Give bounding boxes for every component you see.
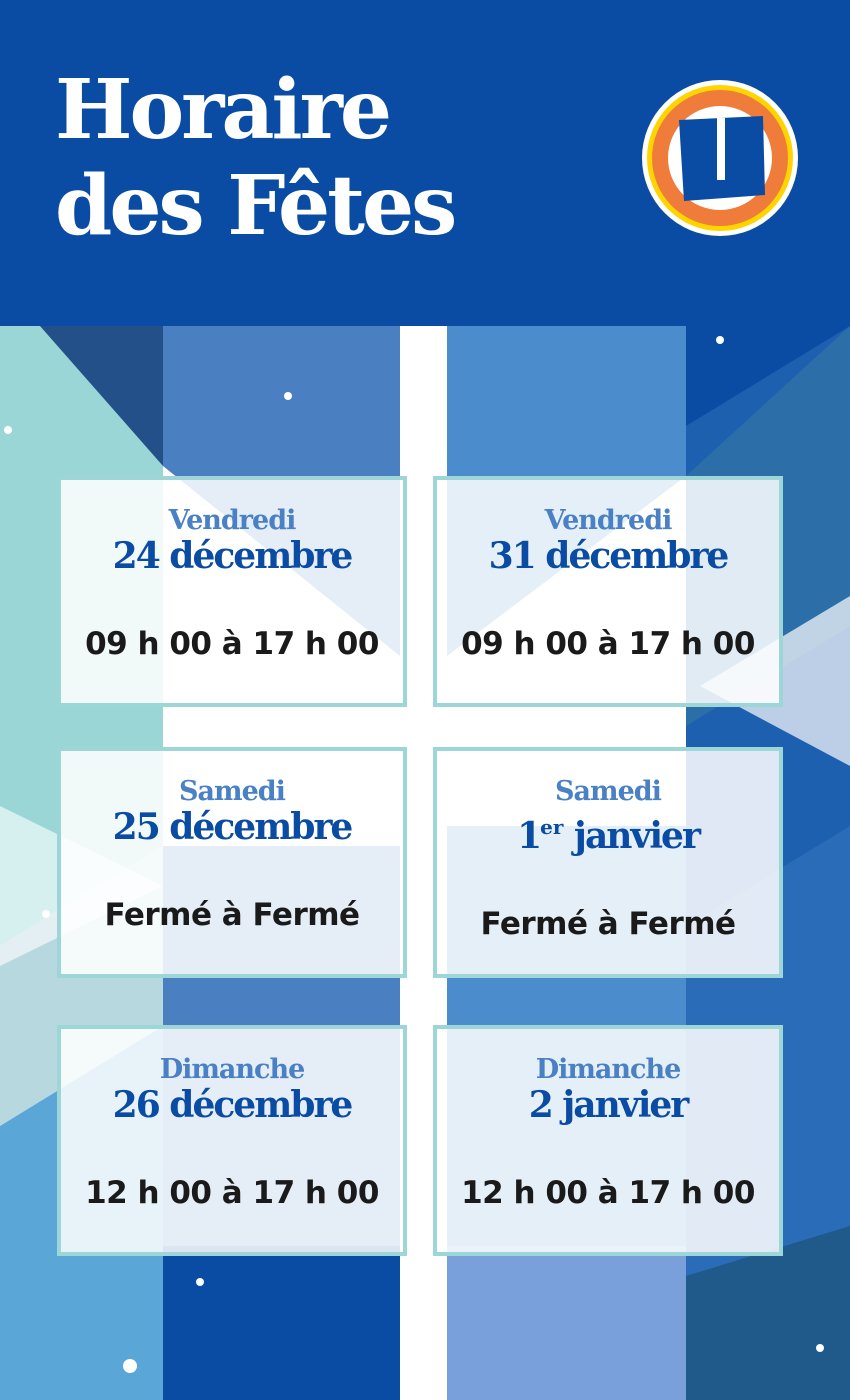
date-label: 2 janvier	[528, 1084, 690, 1126]
page-title: Horaire des Fêtes	[55, 62, 457, 254]
schedule-card-dec-25: Samedi 25 décembre Fermé à Fermé	[57, 747, 407, 978]
day-label: Dimanche	[159, 1054, 306, 1085]
hours-label: Fermé à Fermé	[104, 897, 360, 933]
hours-label: Fermé à Fermé	[480, 906, 736, 942]
hours-label: 12 h 00 à 17 h 00	[461, 1175, 755, 1211]
date-label: 26 décembre	[112, 1084, 354, 1126]
day-label: Vendredi	[544, 505, 673, 536]
day-label: Samedi	[555, 776, 662, 807]
hours-label: 09 h 00 à 17 h 00	[85, 626, 379, 662]
date-month: janvier	[563, 815, 701, 857]
title-line-1: Horaire	[55, 62, 392, 158]
date-label: 31 décembre	[488, 535, 730, 577]
schedule-card-dec-26: Dimanche 26 décembre 12 h 00 à 17 h 00	[57, 1025, 407, 1256]
hours-label: 09 h 00 à 17 h 00	[461, 626, 755, 662]
day-label: Samedi	[179, 776, 286, 807]
header-banner: Horaire des Fêtes	[0, 0, 850, 326]
date-label: 25 décembre	[112, 806, 354, 848]
date-superscript: er	[540, 815, 564, 839]
schedule-card-jan-2: Dimanche 2 janvier 12 h 00 à 17 h 00	[433, 1025, 783, 1256]
schedule-card-jan-1: Samedi 1er janvier Fermé à Fermé	[433, 747, 783, 978]
u-logo-icon	[642, 80, 798, 236]
date-label: 24 décembre	[112, 535, 354, 577]
date-label: 1er janvier	[437, 807, 779, 856]
day-label: Vendredi	[168, 505, 297, 536]
hours-label: 12 h 00 à 17 h 00	[85, 1175, 379, 1211]
schedule-card-dec-24: Vendredi 24 décembre 09 h 00 à 17 h 00	[57, 476, 407, 707]
schedule-card-dec-31: Vendredi 31 décembre 09 h 00 à 17 h 00	[433, 476, 783, 707]
day-label: Dimanche	[535, 1054, 682, 1085]
title-line-2: des Fêtes	[55, 158, 457, 254]
date-number: 1	[517, 815, 542, 857]
